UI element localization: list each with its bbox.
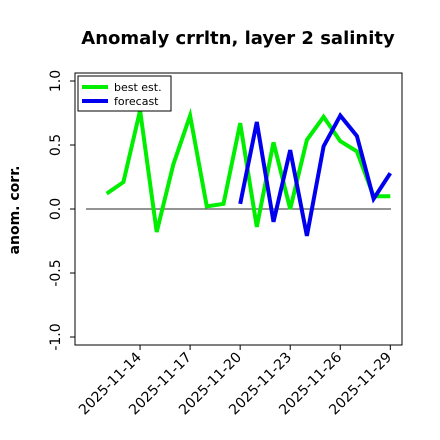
x-axis: 2025-11-142025-11-172025-11-202025-11-23… — [76, 345, 395, 418]
legend: best est. forecast — [77, 75, 172, 112]
legend-label-best-est: best est. — [114, 81, 162, 94]
legend-label-forecast: forecast — [114, 95, 159, 108]
legend-box — [77, 75, 172, 112]
y-tick-label: -1.0 — [48, 323, 64, 350]
y-tick-label: 0.5 — [48, 134, 64, 156]
series-line-forecast — [238, 112, 392, 237]
y-axis: -1.0 -0.5 0.0 0.5 1.0 — [48, 70, 75, 351]
y-axis-label: anom. corr. — [7, 166, 23, 255]
y-tick-label: -0.5 — [48, 259, 64, 286]
y-tick-label: 1.0 — [48, 70, 64, 92]
series-line-best-est — [105, 107, 391, 233]
series-layer — [105, 107, 392, 237]
chart-title: Anomaly crrltn, layer 2 salinity — [81, 28, 395, 49]
y-tick-label: 0.0 — [48, 198, 64, 220]
